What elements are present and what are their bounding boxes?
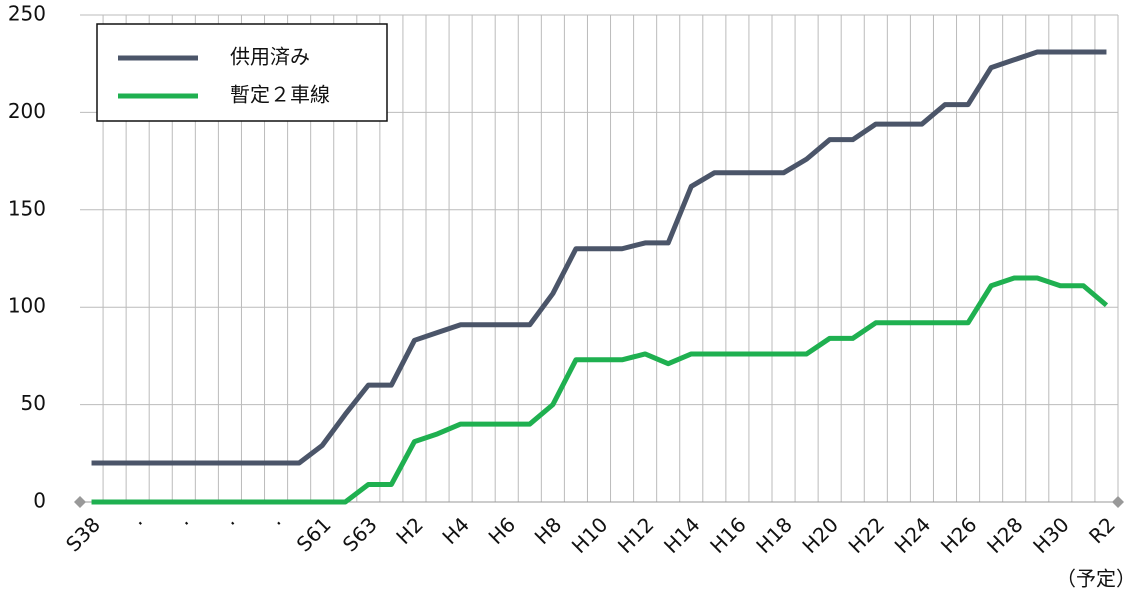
x-tick-label: H8	[530, 512, 567, 549]
y-tick-label: 250	[8, 2, 46, 26]
x-tick-label: S38	[61, 512, 105, 556]
annotation: （予定）	[1056, 567, 1136, 591]
axis-end	[74, 496, 86, 508]
x-tick-label: ·	[130, 512, 151, 533]
y-tick-label: 100	[8, 294, 46, 318]
y-tick-label: 150	[8, 196, 46, 220]
x-tick-label: H14	[659, 512, 705, 558]
x-tick-label: H4	[437, 512, 474, 549]
x-tick-label: H6	[484, 512, 521, 549]
x-tick-label: H30	[1028, 512, 1074, 558]
x-tick-label: H12	[613, 512, 659, 558]
y-tick-label: 200	[8, 99, 46, 123]
y-tick-label: 0	[33, 489, 46, 513]
x-tick-label: ·	[176, 512, 197, 533]
y-tick-label: 50	[21, 391, 46, 415]
legend-label: 供用済み	[230, 45, 310, 69]
legend-box	[96, 23, 388, 122]
series-line	[91, 49, 1107, 466]
x-tick-label: R2	[1084, 512, 1120, 548]
x-tick-label: H2	[391, 512, 428, 549]
legend-label: 暫定２車線	[230, 83, 330, 107]
x-tick-label: S63	[338, 512, 382, 556]
x-tick-label: H20	[797, 512, 843, 558]
x-tick-label: H26	[936, 512, 982, 558]
x-tick-label: ·	[268, 512, 289, 533]
x-tick-label: S61	[292, 512, 336, 556]
x-tick-label: H24	[890, 512, 936, 558]
x-tick-label: H16	[705, 512, 751, 558]
x-tick-label: H28	[982, 512, 1028, 558]
x-tick-label: H10	[567, 512, 613, 558]
x-tick-label: H22	[844, 512, 890, 558]
series-line	[91, 275, 1109, 505]
x-tick-label: H18	[751, 512, 797, 558]
axis-end	[1112, 496, 1124, 508]
x-tick-label: ·	[222, 512, 243, 533]
